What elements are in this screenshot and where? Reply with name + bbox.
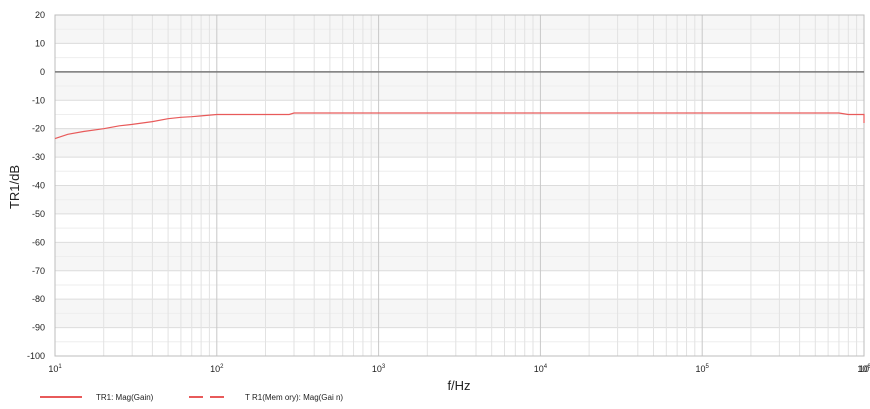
x-tick-label: 105 <box>696 364 710 374</box>
y-tick-label: -60 <box>32 237 45 247</box>
x-tick-label: 10 <box>859 364 869 374</box>
y-tick-label: -80 <box>32 294 45 304</box>
legend-label: T R1(Mem ory): Mag(Gai n) <box>245 393 343 402</box>
legend: TR1: Mag(Gain) T R1(Mem ory): Mag(Gai n) <box>40 393 343 402</box>
x-tick-label: 104 <box>534 364 548 374</box>
y-tick-label: 20 <box>35 10 45 20</box>
y-tick-label: -50 <box>32 209 45 219</box>
y-tick-label: -90 <box>32 323 45 333</box>
y-tick-label: 10 <box>35 38 45 48</box>
y-tick-label: -30 <box>32 152 45 162</box>
y-tick-label: -70 <box>32 266 45 276</box>
y-tick-label: -10 <box>32 95 45 105</box>
x-tick-label: 102 <box>210 364 224 374</box>
y-tick-label: 0 <box>40 67 45 77</box>
y-axis-ticks: 20 10 0 -10 -20 -30 -40 -50 -60 -70 -80 -90 -100 <box>27 10 45 361</box>
x-tick-label: 103 <box>372 364 386 374</box>
legend-label: TR1: Mag(Gain) <box>96 393 154 402</box>
y-axis-title: TR1/dB <box>7 165 22 209</box>
y-tick-label: -100 <box>27 351 45 361</box>
x-tick-label: 101 <box>48 364 62 374</box>
y-tick-label: -40 <box>32 181 45 191</box>
y-tick-label: -20 <box>32 124 45 134</box>
x-axis-title: f/Hz <box>447 378 470 393</box>
